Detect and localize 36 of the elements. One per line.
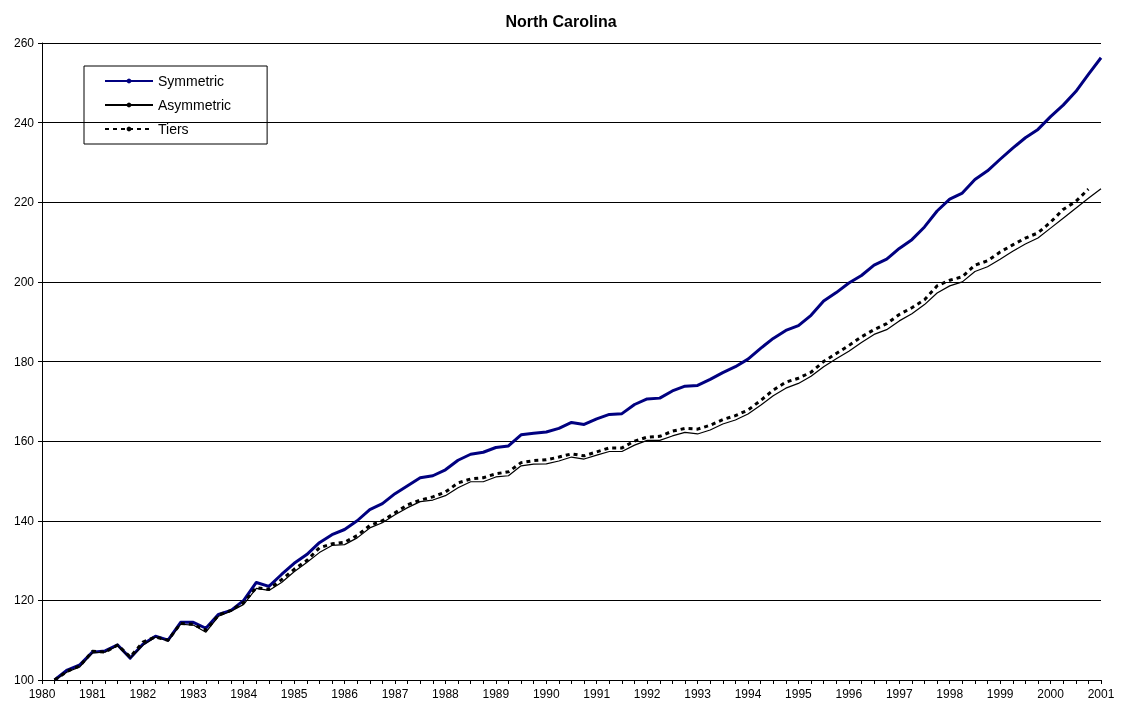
line-series <box>53 56 1103 682</box>
y-tick-label: 200 <box>13 274 35 289</box>
legend-label: Asymmetric <box>158 97 232 113</box>
x-tick-label: 1996 <box>835 687 863 701</box>
x-tick-label: 1983 <box>179 687 207 701</box>
x-tick-label: 1985 <box>280 687 308 701</box>
x-tick-label: 1993 <box>684 687 712 701</box>
x-tick-label: 1982 <box>129 687 157 701</box>
y-tick-label: 240 <box>13 115 35 130</box>
y-tick-label: 260 <box>13 36 35 50</box>
x-tick-label: 2000 <box>1037 687 1065 701</box>
x-tick-label: 1995 <box>785 687 813 701</box>
x-tick-label: 1999 <box>986 687 1014 701</box>
x-tick-label: 1987 <box>381 687 409 701</box>
x-tick-label: 1997 <box>885 687 913 701</box>
x-tick-label: 1980 <box>28 687 56 701</box>
x-tick-label: 1989 <box>482 687 510 701</box>
x-tick-label: 1988 <box>432 687 460 701</box>
y-tick-label: 180 <box>13 354 35 369</box>
x-tick-label: 1990 <box>532 687 560 701</box>
x-tick-label: 1991 <box>583 687 611 701</box>
y-tick-label: 120 <box>13 593 35 608</box>
x-tick-label: 1992 <box>633 687 661 701</box>
y-tick-label: 140 <box>13 513 35 528</box>
x-tick-label: 1986 <box>331 687 359 701</box>
legend-label: Symmetric <box>158 73 225 89</box>
legend-label: Tiers <box>158 121 189 137</box>
y-tick-label: 160 <box>13 434 35 449</box>
x-tick-label: 2001 <box>1087 687 1115 701</box>
x-tick-label: 1994 <box>734 687 762 701</box>
y-tick-label: 220 <box>13 195 35 210</box>
x-tick-label: 1981 <box>79 687 107 701</box>
x-tick-label: 1984 <box>230 687 258 701</box>
chart-title: North Carolina <box>505 12 617 30</box>
y-tick-label: 100 <box>13 673 35 687</box>
x-tick-label: 1998 <box>936 687 964 701</box>
